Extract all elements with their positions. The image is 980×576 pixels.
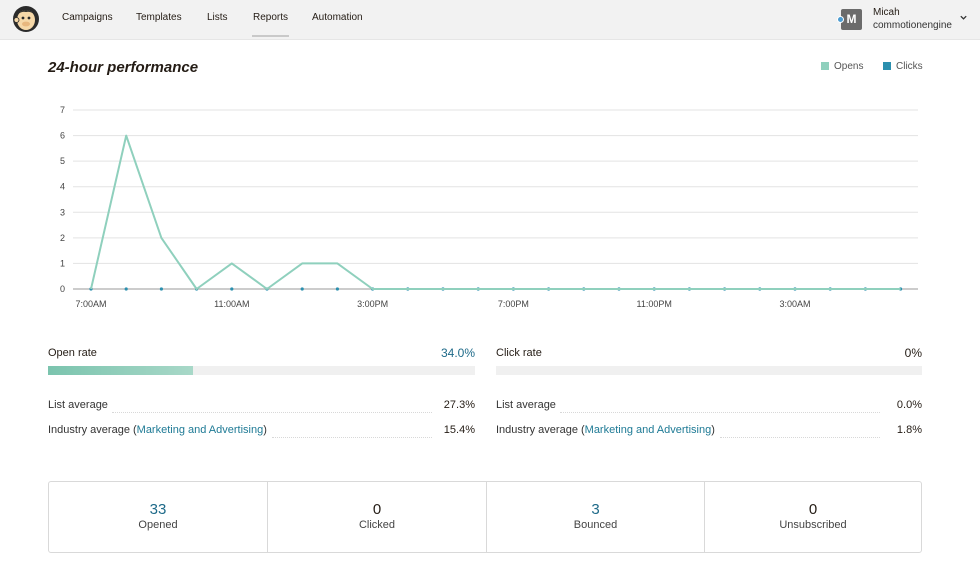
mailchimp-logo-icon[interactable]	[12, 5, 40, 33]
click-industry-average-divider	[720, 437, 880, 438]
stat-clicked-label: Clicked	[358, 519, 396, 531]
clicks-point-6	[300, 287, 304, 291]
open-list-average-label: List average	[48, 399, 108, 411]
open-industry-suffix: )	[263, 424, 267, 436]
open-industry-average-divider	[272, 437, 432, 438]
y-tick-label-2: 2	[60, 233, 65, 243]
x-tick-label-1: 11:00AM	[214, 299, 249, 309]
chevron-down-icon[interactable]	[959, 13, 968, 22]
open-rate-value: 34.0%	[440, 346, 475, 360]
y-tick-label-3: 3	[60, 207, 65, 217]
open-industry-link[interactable]: Marketing and Advertising	[136, 424, 264, 436]
stat-opened-value[interactable]: 33	[149, 501, 167, 518]
chart-y-axis-ticks: 0 1 2 3 4 5 6 7	[60, 105, 65, 294]
clicks-point-4	[230, 287, 234, 291]
nav-reports[interactable]: Reports	[251, 12, 290, 37]
click-industry-average-value: 1.8%	[896, 424, 922, 436]
x-tick-label-5: 3:00AM	[779, 299, 810, 309]
chart-x-axis-ticks: 7:00AM 11:00AM 3:00PM 7:00PM 11:00PM 3:00AM	[75, 299, 810, 309]
open-industry-prefix: Industry average (	[48, 424, 137, 436]
open-rate-bar-fill	[48, 366, 194, 375]
legend-label-clicks[interactable]: Clicks	[896, 61, 923, 72]
x-tick-label-4: 11:00PM	[637, 299, 672, 309]
clicks-point-1	[124, 287, 128, 291]
stat-unsubscribed[interactable]: 0 Unsubscribed	[704, 482, 921, 552]
open-rate-label: Open rate	[48, 347, 97, 359]
user-avatar[interactable]: M	[841, 9, 862, 30]
nav-templates[interactable]: Templates	[136, 12, 182, 23]
click-industry-prefix: Industry average (	[496, 424, 585, 436]
stat-opened-label: Opened	[138, 519, 178, 531]
click-industry-link[interactable]: Marketing and Advertising	[584, 424, 712, 436]
click-list-average-divider	[560, 412, 880, 413]
open-list-average-value: 27.3%	[443, 399, 475, 411]
legend-swatch-opens	[821, 62, 829, 70]
y-tick-label-0: 0	[60, 284, 65, 294]
user-account-name[interactable]: commotionengine	[873, 20, 952, 31]
open-rate-bar	[48, 366, 475, 375]
user-name[interactable]: Micah	[873, 7, 900, 18]
opens-series-line	[90, 134, 901, 290]
stat-opened[interactable]: 33 Opened	[49, 482, 267, 552]
click-list-average-value: 0.0%	[896, 399, 922, 411]
stat-unsubscribed-value[interactable]: 0	[808, 501, 818, 518]
top-navigation-bar: Campaigns Templates Lists Reports Automa…	[0, 0, 980, 40]
performance-line-chart: 0 1 2 3 4 5 6 7 7:00AM 11:00AM 3:00PM 7:00PM 11:00P…	[60, 105, 918, 309]
click-rate-bar	[496, 366, 922, 375]
clicks-point-2	[159, 287, 163, 291]
nav-campaigns[interactable]: Campaigns	[62, 12, 113, 23]
stat-unsubscribed-label: Unsubscribed	[779, 519, 847, 531]
click-industry-average-label: Industry average (Marketing and Advertis…	[496, 424, 715, 436]
nav-automation[interactable]: Automation	[312, 12, 363, 23]
stat-clicked[interactable]: 0 Clicked	[267, 482, 486, 552]
clicks-point-7	[335, 287, 339, 291]
legend-swatch-clicks	[883, 62, 891, 70]
legend-label-opens[interactable]: Opens	[834, 61, 864, 72]
y-tick-label-6: 6	[60, 131, 65, 141]
x-tick-label-0: 7:00AM	[75, 299, 106, 309]
stat-bounced-label: Bounced	[573, 519, 618, 531]
performance-title: 24-hour performance	[48, 59, 199, 76]
stat-clicked-value[interactable]: 0	[372, 501, 382, 518]
nav-lists[interactable]: Lists	[207, 12, 228, 23]
y-tick-label-4: 4	[60, 182, 65, 192]
chart-series	[89, 134, 903, 291]
x-tick-label-2: 3:00PM	[357, 299, 388, 309]
click-list-average-label: List average	[496, 399, 556, 411]
open-list-average-divider	[112, 412, 432, 413]
y-tick-label-5: 5	[60, 156, 65, 166]
open-industry-average-value: 15.4%	[443, 424, 475, 436]
click-rate-label: Click rate	[496, 347, 542, 359]
click-rate-value: 0%	[904, 346, 922, 360]
click-industry-suffix: )	[711, 424, 715, 436]
chart-gridlines	[73, 109, 918, 290]
stat-bounced[interactable]: 3 Bounced	[486, 482, 704, 552]
y-tick-label-1: 1	[60, 258, 65, 268]
stats-summary: 33 Opened 0 Clicked 3 Bounced 0 Unsubscr…	[48, 481, 922, 553]
presence-dot-icon	[837, 16, 844, 23]
stat-bounced-value[interactable]: 3	[591, 501, 600, 518]
x-tick-label-3: 7:00PM	[498, 299, 529, 309]
y-tick-label-7: 7	[60, 105, 65, 115]
open-industry-average-label: Industry average (Marketing and Advertis…	[48, 424, 267, 436]
